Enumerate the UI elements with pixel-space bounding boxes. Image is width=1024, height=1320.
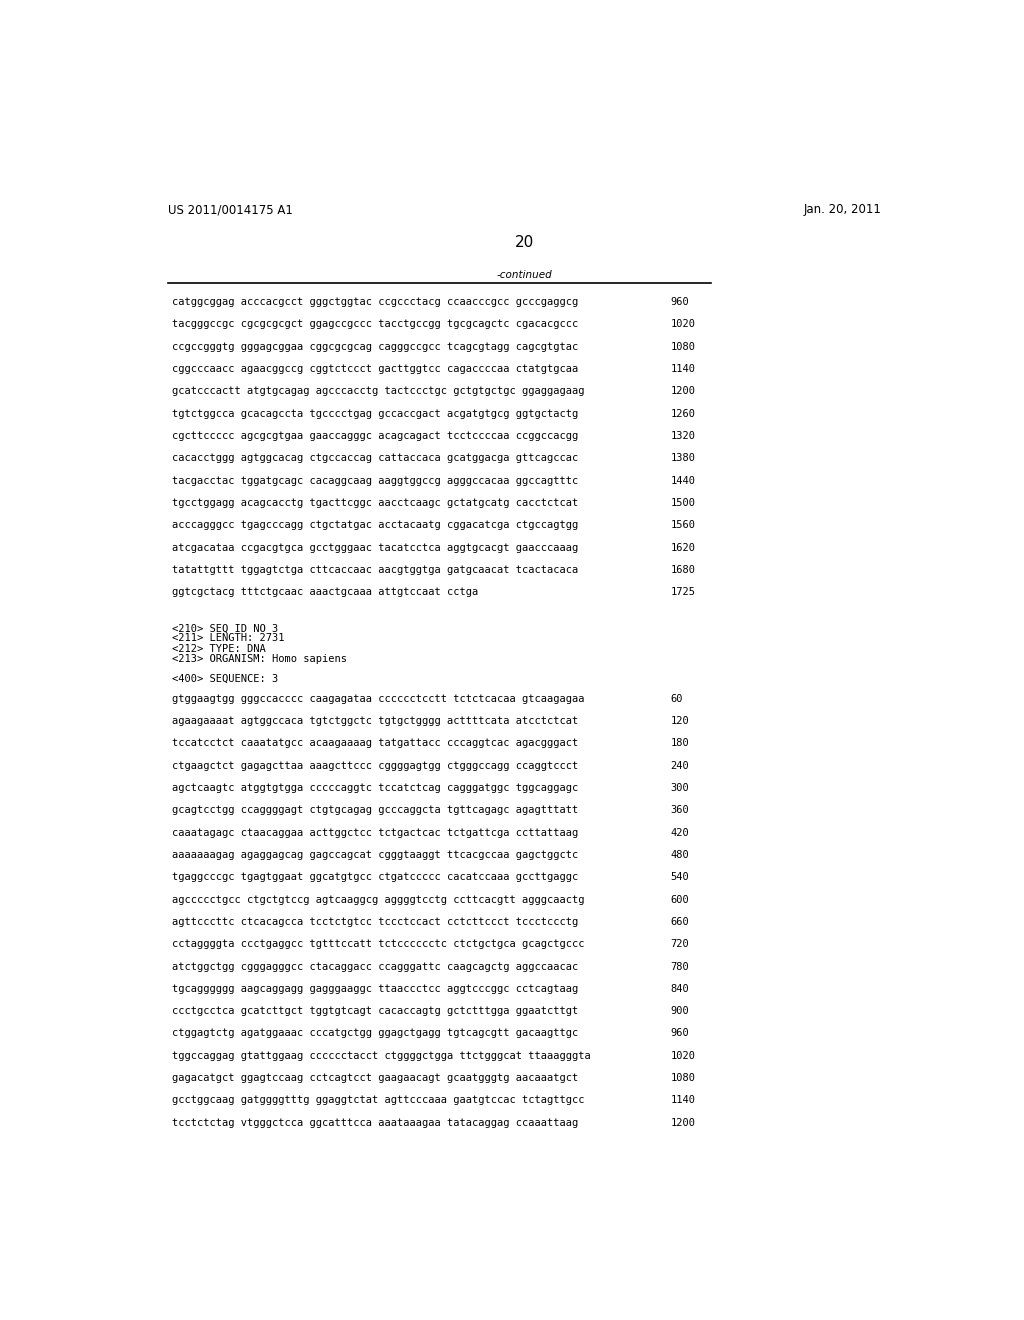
Text: agttcccttc ctcacagcca tcctctgtcc tccctccact cctcttccct tccctccctg: agttcccttc ctcacagcca tcctctgtcc tccctcc… bbox=[172, 917, 579, 927]
Text: -continued: -continued bbox=[497, 271, 553, 280]
Text: gagacatgct ggagtccaag cctcagtcct gaagaacagt gcaatgggtg aacaaatgct: gagacatgct ggagtccaag cctcagtcct gaagaac… bbox=[172, 1073, 579, 1084]
Text: 1140: 1140 bbox=[671, 1096, 695, 1105]
Text: US 2011/0014175 A1: US 2011/0014175 A1 bbox=[168, 203, 293, 216]
Text: 720: 720 bbox=[671, 940, 689, 949]
Text: 1080: 1080 bbox=[671, 342, 695, 351]
Text: 960: 960 bbox=[671, 1028, 689, 1039]
Text: 120: 120 bbox=[671, 715, 689, 726]
Text: 20: 20 bbox=[515, 235, 535, 251]
Text: atcgacataa ccgacgtgca gcctgggaac tacatcctca aggtgcacgt gaacccaaag: atcgacataa ccgacgtgca gcctgggaac tacatcc… bbox=[172, 543, 579, 553]
Text: tacgacctac tggatgcagc cacaggcaag aaggtggccg agggccacaa ggccagtttc: tacgacctac tggatgcagc cacaggcaag aaggtgg… bbox=[172, 475, 579, 486]
Text: agaagaaaat agtggccaca tgtctggctc tgtgctgggg acttttcata atcctctcat: agaagaaaat agtggccaca tgtctggctc tgtgctg… bbox=[172, 715, 579, 726]
Text: tgcctggagg acagcacctg tgacttcggc aacctcaagc gctatgcatg cacctctcat: tgcctggagg acagcacctg tgacttcggc aacctca… bbox=[172, 498, 579, 508]
Text: 1725: 1725 bbox=[671, 587, 695, 597]
Text: tgtctggcca gcacagccta tgcccctgag gccaccgact acgatgtgcg ggtgctactg: tgtctggcca gcacagccta tgcccctgag gccaccg… bbox=[172, 409, 579, 418]
Text: 1500: 1500 bbox=[671, 498, 695, 508]
Text: tatattgttt tggagtctga cttcaccaac aacgtggtga gatgcaacat tcactacaca: tatattgttt tggagtctga cttcaccaac aacgtgg… bbox=[172, 565, 579, 576]
Text: Jan. 20, 2011: Jan. 20, 2011 bbox=[804, 203, 882, 216]
Text: 1560: 1560 bbox=[671, 520, 695, 531]
Text: 1020: 1020 bbox=[671, 319, 695, 329]
Text: 1320: 1320 bbox=[671, 430, 695, 441]
Text: 1380: 1380 bbox=[671, 453, 695, 463]
Text: 840: 840 bbox=[671, 983, 689, 994]
Text: 360: 360 bbox=[671, 805, 689, 816]
Text: 660: 660 bbox=[671, 917, 689, 927]
Text: 540: 540 bbox=[671, 873, 689, 882]
Text: tggccaggag gtattggaag cccccctacct ctggggctgga ttctgggcat ttaaagggta: tggccaggag gtattggaag cccccctacct ctgggg… bbox=[172, 1051, 591, 1061]
Text: 1020: 1020 bbox=[671, 1051, 695, 1061]
Text: ccctgcctca gcatcttgct tggtgtcagt cacaccagtg gctctttgga ggaatcttgt: ccctgcctca gcatcttgct tggtgtcagt cacacca… bbox=[172, 1006, 579, 1016]
Text: 1680: 1680 bbox=[671, 565, 695, 576]
Text: cggcccaacc agaacggccg cggtctccct gacttggtcc cagaccccaa ctatgtgcaa: cggcccaacc agaacggccg cggtctccct gacttgg… bbox=[172, 364, 579, 374]
Text: ctgaagctct gagagcttaa aaagcttccc cggggagtgg ctgggccagg ccaggtccct: ctgaagctct gagagcttaa aaagcttccc cggggag… bbox=[172, 760, 579, 771]
Text: agccccctgcc ctgctgtccg agtcaaggcg aggggtcctg ccttcacgtt agggcaactg: agccccctgcc ctgctgtccg agtcaaggcg aggggt… bbox=[172, 895, 585, 904]
Text: cctaggggta ccctgaggcc tgtttccatt tctcccccctc ctctgctgca gcagctgccc: cctaggggta ccctgaggcc tgtttccatt tctcccc… bbox=[172, 940, 585, 949]
Text: 1200: 1200 bbox=[671, 1118, 695, 1127]
Text: 1080: 1080 bbox=[671, 1073, 695, 1084]
Text: tacgggccgc cgcgcgcgct ggagccgccc tacctgccgg tgcgcagctc cgacacgccc: tacgggccgc cgcgcgcgct ggagccgccc tacctgc… bbox=[172, 319, 579, 329]
Text: 300: 300 bbox=[671, 783, 689, 793]
Text: atctggctgg cgggagggcc ctacaggacc ccagggattc caagcagctg aggccaacac: atctggctgg cgggagggcc ctacaggacc ccaggga… bbox=[172, 961, 579, 972]
Text: gcagtcctgg ccaggggagt ctgtgcagag gcccaggcta tgttcagagc agagtttatt: gcagtcctgg ccaggggagt ctgtgcagag gcccagg… bbox=[172, 805, 579, 816]
Text: 1140: 1140 bbox=[671, 364, 695, 374]
Text: ctggagtctg agatggaaac cccatgctgg ggagctgagg tgtcagcgtt gacaagttgc: ctggagtctg agatggaaac cccatgctgg ggagctg… bbox=[172, 1028, 579, 1039]
Text: cacacctggg agtggcacag ctgccaccag cattaccaca gcatggacga gttcagccac: cacacctggg agtggcacag ctgccaccag cattacc… bbox=[172, 453, 579, 463]
Text: 480: 480 bbox=[671, 850, 689, 859]
Text: ccgccgggtg gggagcggaa cggcgcgcag cagggccgcc tcagcgtagg cagcgtgtac: ccgccgggtg gggagcggaa cggcgcgcag cagggcc… bbox=[172, 342, 579, 351]
Text: 1260: 1260 bbox=[671, 409, 695, 418]
Text: 960: 960 bbox=[671, 297, 689, 308]
Text: cgcttccccc agcgcgtgaa gaaccagggc acagcagact tcctccccaa ccggccacgg: cgcttccccc agcgcgtgaa gaaccagggc acagcag… bbox=[172, 430, 579, 441]
Text: <212> TYPE: DNA: <212> TYPE: DNA bbox=[172, 644, 266, 653]
Text: 1440: 1440 bbox=[671, 475, 695, 486]
Text: 240: 240 bbox=[671, 760, 689, 771]
Text: ggtcgctacg tttctgcaac aaactgcaaa attgtccaat cctga: ggtcgctacg tttctgcaac aaactgcaaa attgtcc… bbox=[172, 587, 478, 597]
Text: 420: 420 bbox=[671, 828, 689, 837]
Text: 780: 780 bbox=[671, 961, 689, 972]
Text: <213> ORGANISM: Homo sapiens: <213> ORGANISM: Homo sapiens bbox=[172, 653, 347, 664]
Text: 1200: 1200 bbox=[671, 387, 695, 396]
Text: <400> SEQUENCE: 3: <400> SEQUENCE: 3 bbox=[172, 673, 279, 684]
Text: caaatagagc ctaacaggaa acttggctcc tctgactcac tctgattcga ccttattaag: caaatagagc ctaacaggaa acttggctcc tctgact… bbox=[172, 828, 579, 837]
Text: tccatcctct caaatatgcc acaagaaaag tatgattacc cccaggtcac agacgggact: tccatcctct caaatatgcc acaagaaaag tatgatt… bbox=[172, 738, 579, 748]
Text: <211> LENGTH: 2731: <211> LENGTH: 2731 bbox=[172, 634, 285, 643]
Text: 180: 180 bbox=[671, 738, 689, 748]
Text: acccagggcc tgagcccagg ctgctatgac acctacaatg cggacatcga ctgccagtgg: acccagggcc tgagcccagg ctgctatgac acctaca… bbox=[172, 520, 579, 531]
Text: agctcaagtc atggtgtgga cccccaggtc tccatctcag cagggatggc tggcaggagc: agctcaagtc atggtgtgga cccccaggtc tccatct… bbox=[172, 783, 579, 793]
Text: 1620: 1620 bbox=[671, 543, 695, 553]
Text: gcctggcaag gatggggtttg ggaggtctat agttcccaaa gaatgtccac tctagttgcc: gcctggcaag gatggggtttg ggaggtctat agttcc… bbox=[172, 1096, 585, 1105]
Text: tgcagggggg aagcaggagg gagggaaggc ttaaccctcc aggtcccggc cctcagtaag: tgcagggggg aagcaggagg gagggaaggc ttaaccc… bbox=[172, 983, 579, 994]
Text: 900: 900 bbox=[671, 1006, 689, 1016]
Text: 600: 600 bbox=[671, 895, 689, 904]
Text: catggcggag acccacgcct gggctggtac ccgccctacg ccaacccgcc gcccgaggcg: catggcggag acccacgcct gggctggtac ccgccct… bbox=[172, 297, 579, 308]
Text: 60: 60 bbox=[671, 693, 683, 704]
Text: <210> SEQ ID NO 3: <210> SEQ ID NO 3 bbox=[172, 623, 279, 634]
Text: aaaaaaagag agaggagcag gagccagcat cgggtaaggt ttcacgccaa gagctggctc: aaaaaaagag agaggagcag gagccagcat cgggtaa… bbox=[172, 850, 579, 859]
Text: gcatcccactt atgtgcagag agcccacctg tactccctgc gctgtgctgc ggaggagaag: gcatcccactt atgtgcagag agcccacctg tactcc… bbox=[172, 387, 585, 396]
Text: tgaggcccgc tgagtggaat ggcatgtgcc ctgatccccc cacatccaaa gccttgaggc: tgaggcccgc tgagtggaat ggcatgtgcc ctgatcc… bbox=[172, 873, 579, 882]
Text: tcctctctag vtgggctcca ggcatttcca aaataaagaa tatacaggag ccaaattaag: tcctctctag vtgggctcca ggcatttcca aaataaa… bbox=[172, 1118, 579, 1127]
Text: gtggaagtgg gggccacccc caagagataa cccccctcctt tctctcacaa gtcaagagaa: gtggaagtgg gggccacccc caagagataa cccccct… bbox=[172, 693, 585, 704]
